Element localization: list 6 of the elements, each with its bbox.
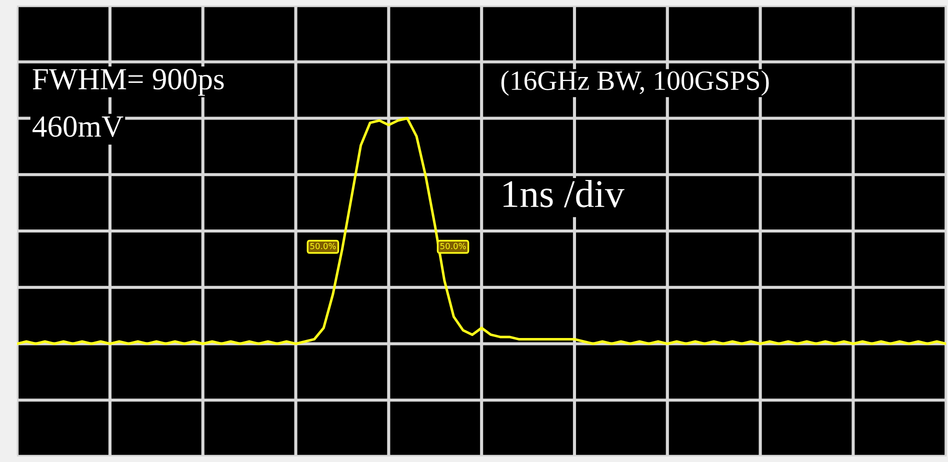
annotation: 50.0%: [440, 242, 466, 250]
annotation: 460mV: [32, 116, 124, 138]
annotation: 50.0%: [310, 242, 336, 250]
annotation: 1ns /div: [504, 180, 624, 208]
text: (16GHz BW, 100GSPS): [501, 70, 769, 96]
text: FWHM= 900ps: [32, 68, 224, 96]
